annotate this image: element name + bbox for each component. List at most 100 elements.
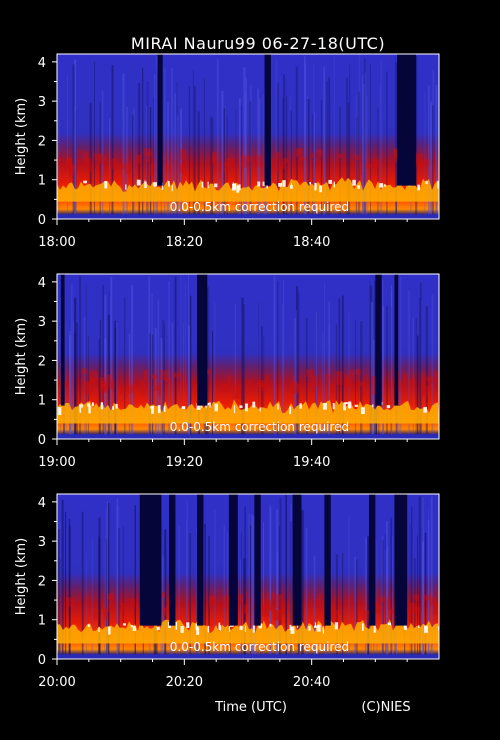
- cloud-speck: [348, 401, 352, 409]
- noise-streak: [431, 294, 434, 439]
- noise-streak: [214, 302, 216, 439]
- noise-streak: [227, 532, 229, 659]
- noise-streak: [258, 302, 260, 439]
- data-gap: [324, 494, 331, 626]
- cloud-speck: [161, 182, 163, 190]
- cloud-speck: [290, 183, 292, 186]
- noise-streak: [381, 535, 384, 659]
- aerosol-patch: [210, 596, 214, 607]
- cloud-speck: [196, 402, 201, 410]
- noise-streak: [326, 81, 328, 219]
- noise-streak: [311, 113, 314, 219]
- noise-streak: [221, 90, 224, 219]
- noise-streak: [59, 297, 62, 439]
- noise-streak: [286, 95, 288, 219]
- noise-streak: [355, 96, 357, 219]
- noise-streak: [294, 317, 296, 439]
- noise-streak: [132, 115, 134, 219]
- aerosol-patch: [337, 153, 344, 159]
- noise-streak: [431, 105, 434, 219]
- aerosol-patch: [422, 370, 426, 384]
- noise-streak: [226, 115, 228, 219]
- noise-streak: [240, 531, 242, 659]
- noise-streak: [59, 558, 61, 659]
- aerosol-patch: [173, 372, 182, 378]
- aerosol-patch: [81, 368, 88, 375]
- aerosol-patch: [358, 381, 365, 387]
- noise-streak: [245, 78, 247, 219]
- noise-streak: [171, 323, 174, 439]
- cloud-speck: [357, 185, 360, 189]
- aerosol-patch: [88, 157, 92, 165]
- aerosol-patch: [64, 159, 73, 172]
- noise-streak: [376, 541, 378, 659]
- aerosol-patch: [221, 384, 229, 394]
- cloud-base-band: [57, 619, 439, 644]
- noise-streak: [390, 307, 392, 439]
- noise-streak: [65, 322, 67, 439]
- aerosol-patch: [108, 596, 112, 608]
- noise-streak: [390, 290, 393, 439]
- noise-streak: [168, 281, 170, 439]
- cloud-speck: [205, 403, 207, 409]
- cloud-speck: [352, 179, 356, 186]
- noise-streak: [152, 334, 154, 439]
- data-gap: [394, 494, 408, 626]
- noise-streak: [203, 78, 205, 219]
- data-gap: [264, 54, 271, 186]
- noise-streak: [283, 280, 285, 439]
- cloud-speck: [108, 626, 111, 635]
- noise-streak: [269, 507, 272, 659]
- noise-streak: [430, 496, 433, 659]
- noise-streak: [89, 103, 92, 219]
- noise-streak: [346, 77, 349, 219]
- noise-streak: [428, 509, 429, 659]
- aerosol-patch: [264, 599, 272, 610]
- aerosol-patch: [162, 607, 166, 617]
- aerosol-patch: [240, 155, 249, 168]
- noise-streak: [408, 290, 410, 439]
- noise-streak: [390, 517, 392, 659]
- noise-streak: [149, 333, 151, 439]
- noise-streak: [241, 297, 244, 439]
- noise-streak: [138, 83, 141, 219]
- aerosol-patch: [418, 160, 425, 168]
- x-tick-label: 20:40: [293, 675, 330, 690]
- noise-streak: [279, 497, 282, 659]
- noise-streak: [370, 301, 373, 439]
- cloud-speck: [209, 402, 211, 408]
- y-tick-label: 2: [38, 134, 46, 149]
- cloud-speck: [171, 184, 173, 192]
- noise-streak: [257, 88, 260, 219]
- cloud-speck: [238, 184, 241, 191]
- noise-streak: [392, 535, 393, 659]
- cloud-speck: [239, 405, 243, 408]
- aerosol-patch: [424, 158, 429, 166]
- noise-streak: [305, 318, 308, 439]
- aerosol-patch: [111, 379, 115, 390]
- noise-streak: [348, 311, 350, 439]
- correction-note: 0.0-0.5km correction required: [170, 420, 349, 434]
- noise-streak: [58, 529, 60, 659]
- noise-streak: [415, 56, 418, 219]
- noise-streak: [290, 503, 292, 659]
- cloud-speck: [229, 626, 231, 632]
- noise-streak: [160, 337, 163, 439]
- noise-streak: [64, 511, 67, 659]
- aerosol-patch: [226, 157, 234, 168]
- noise-streak: [189, 295, 192, 439]
- aerosol-patch: [118, 163, 127, 169]
- noise-streak: [240, 105, 242, 219]
- aerosol-patch: [100, 377, 106, 389]
- cloud-speck: [278, 183, 283, 187]
- noise-streak: [74, 59, 77, 219]
- aerosol-patch: [106, 374, 112, 389]
- noise-streak: [263, 336, 265, 439]
- correction-note: 0.0-0.5km correction required: [170, 640, 349, 654]
- noise-streak: [116, 497, 119, 659]
- data-gap: [396, 54, 417, 186]
- cloud-speck: [372, 404, 374, 408]
- cloud-speck: [98, 627, 100, 633]
- cloud-speck: [319, 185, 322, 193]
- aerosol-patch: [146, 152, 151, 163]
